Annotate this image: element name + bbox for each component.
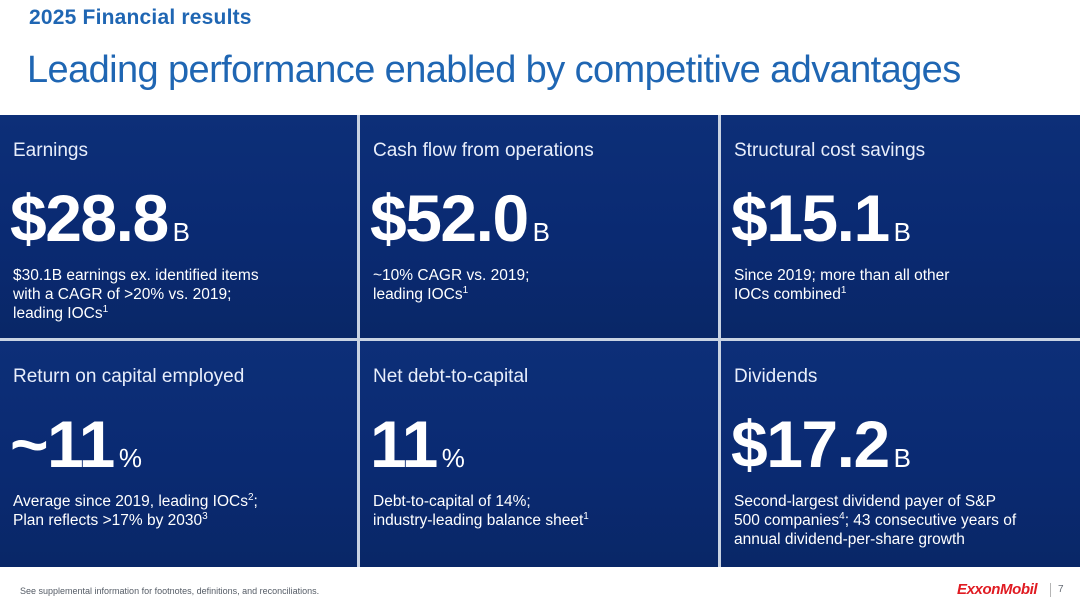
description-text-tail: ; 43 consecutive years of <box>844 512 1017 529</box>
footnote-marker: 1 <box>840 284 847 296</box>
description-line: with a CAGR of >20% vs. 2019; <box>13 285 343 304</box>
description-text: leading IOCs <box>13 305 103 322</box>
description-line: IOCs combined1 <box>734 285 1064 304</box>
metric-number: $52.0 <box>370 181 529 255</box>
description-text: $30.1B earnings ex. identified items <box>13 267 259 284</box>
tile-cost-savings: Structural cost savings $15.1 B Since 201… <box>721 115 1080 338</box>
tile-value: 11% <box>370 411 465 477</box>
description-line: 500 companies4; 43 consecutive years of <box>734 511 1064 530</box>
description-line: ~10% CAGR vs. 2019; <box>373 266 703 285</box>
description-line: Average since 2019, leading IOCs2; <box>13 492 343 511</box>
description-text: Plan reflects >17% by 2030 <box>13 512 203 529</box>
description-line: Since 2019; more than all other <box>734 266 1064 285</box>
tile-roce: Return on capital employed ~11% Average … <box>0 341 357 567</box>
description-line: leading IOCs1 <box>373 285 703 304</box>
description-line: annual dividend-per-share growth <box>734 530 1064 549</box>
footnote-marker: 1 <box>462 284 469 296</box>
description-line: Debt-to-capital of 14%; <box>373 492 703 511</box>
tile-description: Since 2019; more than all other IOCs comb… <box>734 266 1064 304</box>
description-text: ~10% CAGR vs. 2019; <box>373 267 530 284</box>
description-text: annual dividend-per-share growth <box>734 531 965 548</box>
page-number: 7 <box>1058 584 1064 595</box>
metric-unit: B <box>893 443 912 473</box>
section-eyebrow: 2025 Financial results <box>29 6 252 29</box>
footnote-marker: 2 <box>247 491 254 503</box>
description-line: industry-leading balance sheet1 <box>373 511 703 530</box>
footnote-text: See supplemental information for footnot… <box>20 586 320 596</box>
tile-value: $52.0 B <box>370 185 550 251</box>
tile-description: Second-largest dividend payer of S&P 500 … <box>734 492 1064 549</box>
description-text: Average since 2019, leading IOCs <box>13 493 248 510</box>
description-text: Debt-to-capital of 14%; <box>373 493 531 510</box>
tile-label: Earnings <box>13 140 88 161</box>
footnote-marker: 1 <box>102 303 109 315</box>
tile-value: $17.2 B <box>731 411 911 477</box>
footnote-marker: 3 <box>202 510 208 522</box>
metric-unit: B <box>893 217 912 247</box>
footnote-marker: 1 <box>583 510 589 522</box>
tile-label: Net debt-to-capital <box>373 366 529 387</box>
description-text-tail: ; <box>253 493 258 510</box>
tile-value: ~11% <box>10 411 142 477</box>
tile-cash-flow: Cash flow from operations $52.0 B ~10% CA… <box>360 115 718 338</box>
description-text: 500 companies <box>734 512 840 529</box>
page-divider <box>1050 583 1051 597</box>
tile-value: $15.1 B <box>731 185 911 251</box>
description-text: with a CAGR of >20% vs. 2019; <box>13 286 232 303</box>
footnote-marker: 4 <box>839 510 845 522</box>
description-text: Since 2019; more than all other <box>734 267 950 284</box>
description-text: Second-largest dividend payer of S&P <box>734 493 996 510</box>
tile-label: Return on capital employed <box>13 366 245 387</box>
description-line: Plan reflects >17% by 20303 <box>13 511 343 530</box>
tile-dividends: Dividends $17.2 B Second-largest dividend… <box>721 341 1080 567</box>
description-line: $30.1B earnings ex. identified items <box>13 266 343 285</box>
tile-value: $28.8 B <box>10 185 190 251</box>
metric-number: 11 <box>370 407 438 481</box>
description-line: leading IOCs1 <box>13 304 343 323</box>
metric-unit: B <box>172 217 191 247</box>
tile-description: ~10% CAGR vs. 2019; leading IOCs1 <box>373 266 703 304</box>
tile-description: Debt-to-capital of 14%; industry-leading … <box>373 492 703 530</box>
description-line: Second-largest dividend payer of S&P <box>734 492 1064 511</box>
metric-unit: % <box>441 443 465 473</box>
metric-unit: B <box>532 217 551 247</box>
tile-net-debt: Net debt-to-capital 11% Debt-to-capital … <box>360 341 718 567</box>
metric-number: $17.2 <box>731 407 890 481</box>
tile-label: Dividends <box>734 366 818 387</box>
metric-number: ~11 <box>10 407 115 481</box>
tile-description: $30.1B earnings ex. identified items with… <box>13 266 343 323</box>
description-text: leading IOCs <box>373 286 463 303</box>
tile-label: Structural cost savings <box>734 140 926 161</box>
slide-title: Leading performance enabled by competiti… <box>27 49 961 91</box>
description-text: industry-leading balance sheet <box>373 512 584 529</box>
metrics-grid: Earnings $28.8 B $30.1B earnings ex. iden… <box>0 115 1080 567</box>
exxonmobil-logo: ExxonMobil <box>957 581 1038 598</box>
tile-description: Average since 2019, leading IOCs2; Plan r… <box>13 492 343 530</box>
metric-unit: % <box>118 443 142 473</box>
metric-number: $15.1 <box>731 181 890 255</box>
description-text: IOCs combined <box>734 286 841 303</box>
tile-earnings: Earnings $28.8 B $30.1B earnings ex. iden… <box>0 115 357 338</box>
tile-label: Cash flow from operations <box>373 140 594 161</box>
metric-number: $28.8 <box>10 181 169 255</box>
